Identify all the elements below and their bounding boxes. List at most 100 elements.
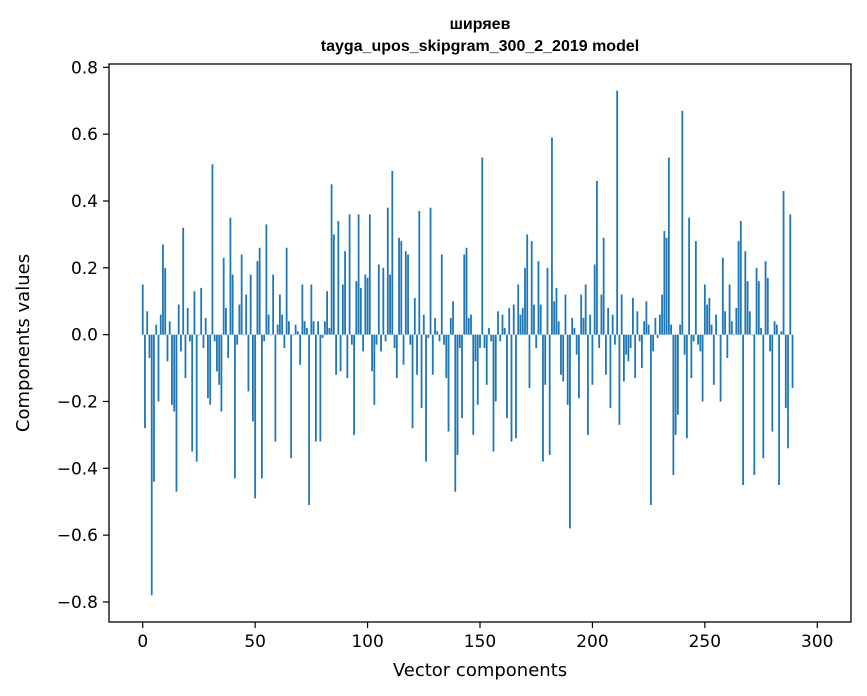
bar (447, 334, 450, 432)
bar (328, 327, 331, 335)
bar (706, 304, 708, 335)
bar (701, 334, 704, 402)
bar (393, 334, 396, 349)
bar (440, 254, 443, 335)
bar (238, 304, 241, 335)
x-tick-label: 0 (137, 632, 148, 652)
bar (146, 311, 149, 335)
bar (665, 237, 668, 335)
bar (580, 294, 583, 335)
bar (557, 321, 560, 335)
bar (398, 237, 400, 335)
x-tick-label: 250 (689, 632, 721, 652)
bar (400, 241, 403, 335)
bar (787, 334, 789, 449)
bar (638, 334, 641, 342)
bar (517, 284, 520, 335)
bar (386, 207, 389, 335)
bar (357, 214, 360, 335)
bar (717, 334, 720, 336)
bar (463, 254, 466, 335)
bar (690, 334, 693, 379)
bar (198, 334, 200, 336)
bar (312, 321, 315, 335)
bar (643, 321, 646, 335)
bar (537, 261, 540, 335)
bar (245, 294, 248, 335)
bar (755, 267, 758, 335)
chart-subtitle: tayga_upos_skipgram_300_2_2019 model (321, 38, 639, 55)
bar (766, 277, 769, 335)
bar (636, 311, 639, 335)
bar (234, 334, 236, 479)
x-tick-label: 150 (464, 632, 496, 652)
bar (213, 334, 216, 342)
bar (710, 324, 713, 335)
bar (737, 241, 740, 335)
bar (721, 257, 724, 335)
bar (265, 224, 268, 335)
bar (681, 110, 684, 335)
bar (614, 334, 616, 345)
bar (562, 334, 565, 382)
bar (382, 267, 385, 335)
bar (746, 281, 749, 335)
bar (667, 157, 670, 335)
bar (186, 307, 189, 335)
bar (355, 281, 358, 335)
bar (175, 334, 178, 492)
bar (582, 317, 585, 335)
bar (524, 267, 526, 335)
y-axis-label: Components values (13, 254, 34, 432)
y-tick-label: −0.8 (57, 593, 98, 613)
bar (321, 334, 324, 338)
bar (735, 307, 738, 335)
bar (551, 137, 553, 335)
x-tick-label: 50 (244, 632, 266, 652)
bar (281, 314, 284, 335)
bar (744, 251, 747, 335)
bar (569, 334, 571, 529)
bar (301, 284, 304, 335)
x-tick-label: 200 (576, 632, 608, 652)
bar (299, 334, 302, 365)
bar (542, 334, 544, 462)
bar (319, 334, 322, 442)
bar (272, 274, 275, 335)
bar (218, 334, 221, 385)
bar (771, 334, 774, 432)
bar (679, 324, 682, 335)
bar (593, 264, 596, 335)
bar (762, 334, 765, 459)
bar (748, 311, 751, 335)
bar (699, 334, 702, 352)
bar (303, 321, 306, 335)
bar (663, 231, 666, 335)
bar (389, 274, 391, 335)
bar (168, 321, 171, 335)
bar (173, 334, 176, 412)
bar (602, 237, 605, 335)
bar (164, 267, 167, 335)
bar (490, 334, 493, 342)
bar (730, 321, 733, 335)
bar (425, 334, 427, 462)
bar (202, 334, 205, 349)
bar (411, 334, 414, 429)
bar (649, 334, 652, 506)
bar (791, 334, 794, 389)
bar (587, 334, 589, 435)
bar (544, 334, 547, 385)
bar (231, 274, 234, 335)
bar (431, 334, 434, 375)
bar (472, 334, 475, 435)
bar (694, 241, 697, 335)
bar (252, 334, 254, 422)
bar (618, 334, 621, 425)
bar (629, 334, 632, 349)
bar (227, 334, 230, 359)
bar (193, 291, 196, 335)
bar (310, 284, 313, 335)
bar (380, 334, 382, 352)
